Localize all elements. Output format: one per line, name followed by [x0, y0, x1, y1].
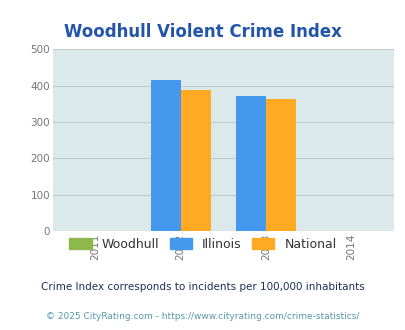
Text: Woodhull Violent Crime Index: Woodhull Violent Crime Index [64, 23, 341, 41]
Legend: Woodhull, Illinois, National: Woodhull, Illinois, National [66, 234, 339, 254]
Bar [180, 90, 210, 231]
Bar [265, 98, 295, 231]
Bar [236, 96, 265, 231]
Text: © 2025 CityRating.com - https://www.cityrating.com/crime-statistics/: © 2025 CityRating.com - https://www.city… [46, 312, 359, 321]
Text: Crime Index corresponds to incidents per 100,000 inhabitants: Crime Index corresponds to incidents per… [41, 282, 364, 292]
Bar [150, 80, 180, 231]
